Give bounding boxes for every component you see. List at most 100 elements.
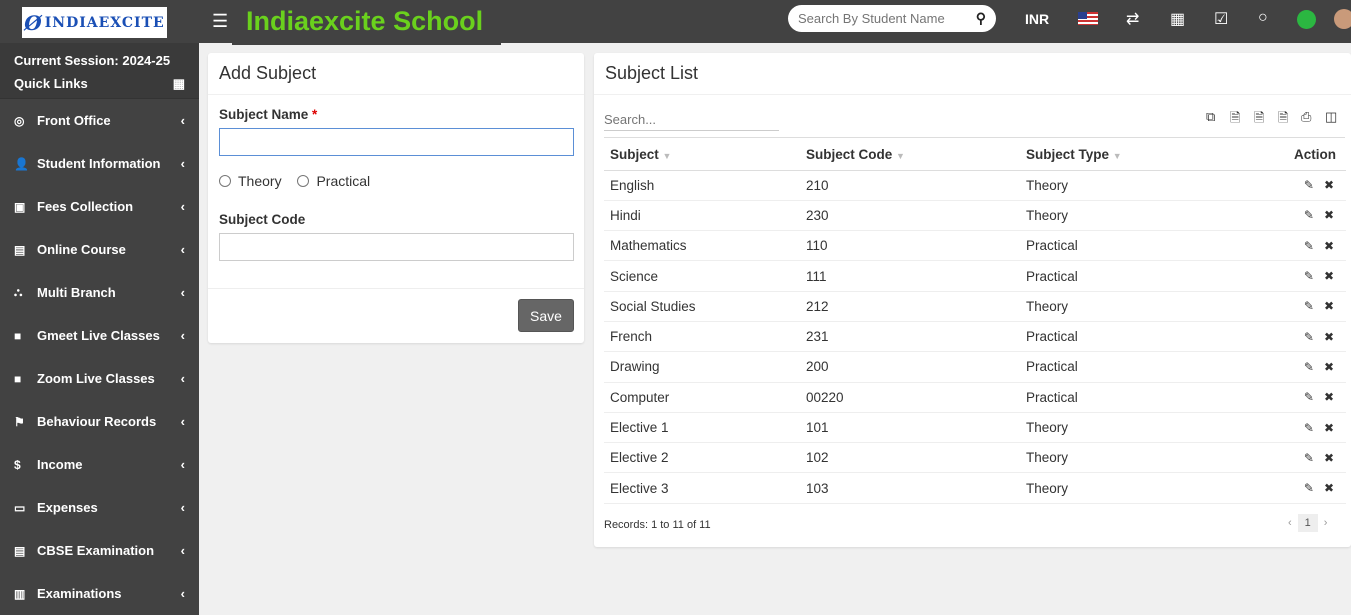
cell-type: Practical xyxy=(1020,382,1228,413)
cell-subject: Hindi xyxy=(604,200,800,232)
sidebar-item[interactable]: $ Income ‹ xyxy=(0,443,199,486)
next-page[interactable]: › xyxy=(1323,517,1328,529)
prev-page[interactable]: ‹ xyxy=(1288,517,1292,529)
search-icon[interactable]: ⚲ xyxy=(975,10,986,26)
quick-links[interactable]: Quick Links xyxy=(14,76,88,91)
delete-icon[interactable]: ✖ xyxy=(1323,359,1334,374)
delete-icon[interactable]: ✖ xyxy=(1323,299,1334,314)
cell-subject: Mathematics xyxy=(604,230,800,262)
current-session[interactable]: Current Session: 2024-25 xyxy=(14,53,171,68)
sidebar-item[interactable]: ■ Zoom Live Classes ‹ xyxy=(0,357,199,400)
cell-subject: French xyxy=(604,321,800,353)
delete-icon[interactable]: ✖ xyxy=(1323,420,1334,435)
delete-icon[interactable]: ✖ xyxy=(1323,390,1334,405)
sidebar-item-icon: ▭ xyxy=(14,500,26,515)
student-search-input[interactable] xyxy=(798,11,958,26)
sidebar: Current Session: 2024-25 Quick Links ▦ ◎ F… xyxy=(0,43,199,615)
edit-icon[interactable]: ✎ xyxy=(1303,329,1314,344)
cell-type: Practical xyxy=(1020,260,1228,292)
calendar-icon[interactable]: ▦ xyxy=(1170,11,1186,28)
sidebar-item-label: Gmeet Live Classes xyxy=(37,328,160,343)
currency-selector[interactable]: INR xyxy=(1025,11,1050,27)
sidebar-item-icon: ■ xyxy=(14,371,22,386)
subject-table: Subject ▼ Subject Code ▼ Subject Type ▼ … xyxy=(604,139,1346,504)
sidebar-item-icon: ⛬ xyxy=(14,285,23,299)
sidebar-item-icon: ■ xyxy=(14,328,22,343)
sidebar-item[interactable]: ⚑ Behaviour Records ‹ xyxy=(0,400,199,443)
delete-icon[interactable]: ✖ xyxy=(1323,238,1334,253)
edit-icon[interactable]: ✎ xyxy=(1303,450,1314,465)
edit-icon[interactable]: ✎ xyxy=(1303,269,1314,284)
chevron-left-icon: ‹ xyxy=(180,242,185,257)
col-subject-code[interactable]: Subject Code ▼ xyxy=(800,139,1020,171)
edit-icon[interactable]: ✎ xyxy=(1303,420,1314,435)
page-1[interactable]: 1 xyxy=(1297,514,1318,532)
cell-type: Theory xyxy=(1020,442,1228,474)
table-search-input[interactable] xyxy=(604,109,779,131)
delete-icon[interactable]: ✖ xyxy=(1323,178,1334,193)
edit-icon[interactable]: ✎ xyxy=(1303,238,1314,253)
sidebar-item[interactable]: 👤 Student Information ‹ xyxy=(0,142,199,185)
delete-icon[interactable]: ✖ xyxy=(1323,208,1334,223)
checkbox-icon[interactable]: ☑ xyxy=(1214,11,1229,28)
sidebar-item[interactable]: ■ Gmeet Live Classes ‹ xyxy=(0,314,199,357)
pdf-icon[interactable]: 🗎 xyxy=(1278,110,1289,125)
menu-icon[interactable]: ☰ xyxy=(212,11,229,31)
save-button[interactable]: Save xyxy=(518,299,574,332)
edit-icon[interactable]: ✎ xyxy=(1303,390,1314,405)
chevron-left-icon: ‹ xyxy=(180,285,185,300)
sidebar-item[interactable]: ▣ Fees Collection ‹ xyxy=(0,185,199,228)
avatar[interactable] xyxy=(1334,9,1351,29)
us-flag-icon[interactable] xyxy=(1078,12,1098,25)
cell-code: 00220 xyxy=(800,382,1020,413)
subject-name-input[interactable] xyxy=(219,128,574,156)
col-action: Action xyxy=(1227,139,1346,171)
whatsapp-icon[interactable] xyxy=(1297,10,1316,29)
cell-subject: Drawing xyxy=(604,351,800,383)
sidebar-item[interactable]: ▤ CBSE Examination ‹ xyxy=(0,529,199,572)
cell-subject: Elective 3 xyxy=(604,472,800,504)
excel-icon[interactable]: 🗎 xyxy=(1230,110,1241,125)
chevron-left-icon: ‹ xyxy=(180,500,185,515)
edit-icon[interactable]: ✎ xyxy=(1303,299,1314,314)
table-row: Hindi 230 Theory ✎ ✖ xyxy=(604,200,1346,232)
edit-icon[interactable]: ✎ xyxy=(1303,178,1314,193)
title-underbar xyxy=(232,43,501,45)
sidebar-item[interactable]: ▤ Online Course ‹ xyxy=(0,228,199,271)
delete-icon[interactable]: ✖ xyxy=(1323,269,1334,284)
swap-icon[interactable]: ⇄ xyxy=(1126,11,1140,28)
edit-icon[interactable]: ✎ xyxy=(1303,359,1314,374)
sidebar-item[interactable]: ◎ Front Office ‹ xyxy=(0,99,199,142)
subject-code-input[interactable] xyxy=(219,233,574,261)
sidebar-item[interactable]: ▥ Examinations ‹ xyxy=(0,572,199,615)
edit-icon[interactable]: ✎ xyxy=(1303,208,1314,223)
print-icon[interactable]: ⎙ xyxy=(1301,109,1312,124)
sidebar-item[interactable]: ⛬ Multi Branch ‹ xyxy=(0,271,199,314)
grid-icon[interactable]: ▦ xyxy=(172,76,185,91)
sidebar-item-label: CBSE Examination xyxy=(37,543,155,558)
col-subject[interactable]: Subject ▼ xyxy=(604,139,800,171)
add-subject-card: Add Subject Subject Name * Theory Practi… xyxy=(208,53,584,343)
columns-icon[interactable]: ◫ xyxy=(1325,109,1338,124)
logo[interactable]: Ø INDIAEXCITE xyxy=(22,7,167,38)
cell-code: 230 xyxy=(800,200,1020,232)
delete-icon[interactable]: ✖ xyxy=(1323,329,1334,344)
col-subject-type[interactable]: Subject Type ▼ xyxy=(1020,139,1228,171)
table-row: Elective 3 103 Theory ✎ ✖ xyxy=(604,472,1346,504)
cell-type: Practical xyxy=(1020,230,1228,262)
edit-icon[interactable]: ✎ xyxy=(1303,481,1314,496)
table-row: Elective 1 101 Theory ✎ ✖ xyxy=(604,412,1346,444)
cell-type: Practical xyxy=(1020,321,1228,353)
radio-practical[interactable]: Practical xyxy=(297,173,370,189)
copy-icon[interactable]: ⧉ xyxy=(1206,109,1216,124)
delete-icon[interactable]: ✖ xyxy=(1323,481,1334,496)
delete-icon[interactable]: ✖ xyxy=(1323,450,1334,465)
chat-icon[interactable]: ○ xyxy=(1258,9,1268,26)
sidebar-item[interactable]: ▭ Expenses ‹ xyxy=(0,486,199,529)
sidebar-item-label: Front Office xyxy=(37,113,111,128)
csv-icon[interactable]: 🗎 xyxy=(1254,110,1265,125)
sidebar-item-label: Examinations xyxy=(37,586,122,601)
student-search[interactable]: ⚲ xyxy=(788,5,996,32)
cell-subject: Social Studies xyxy=(604,291,800,322)
radio-theory[interactable]: Theory xyxy=(219,173,282,189)
